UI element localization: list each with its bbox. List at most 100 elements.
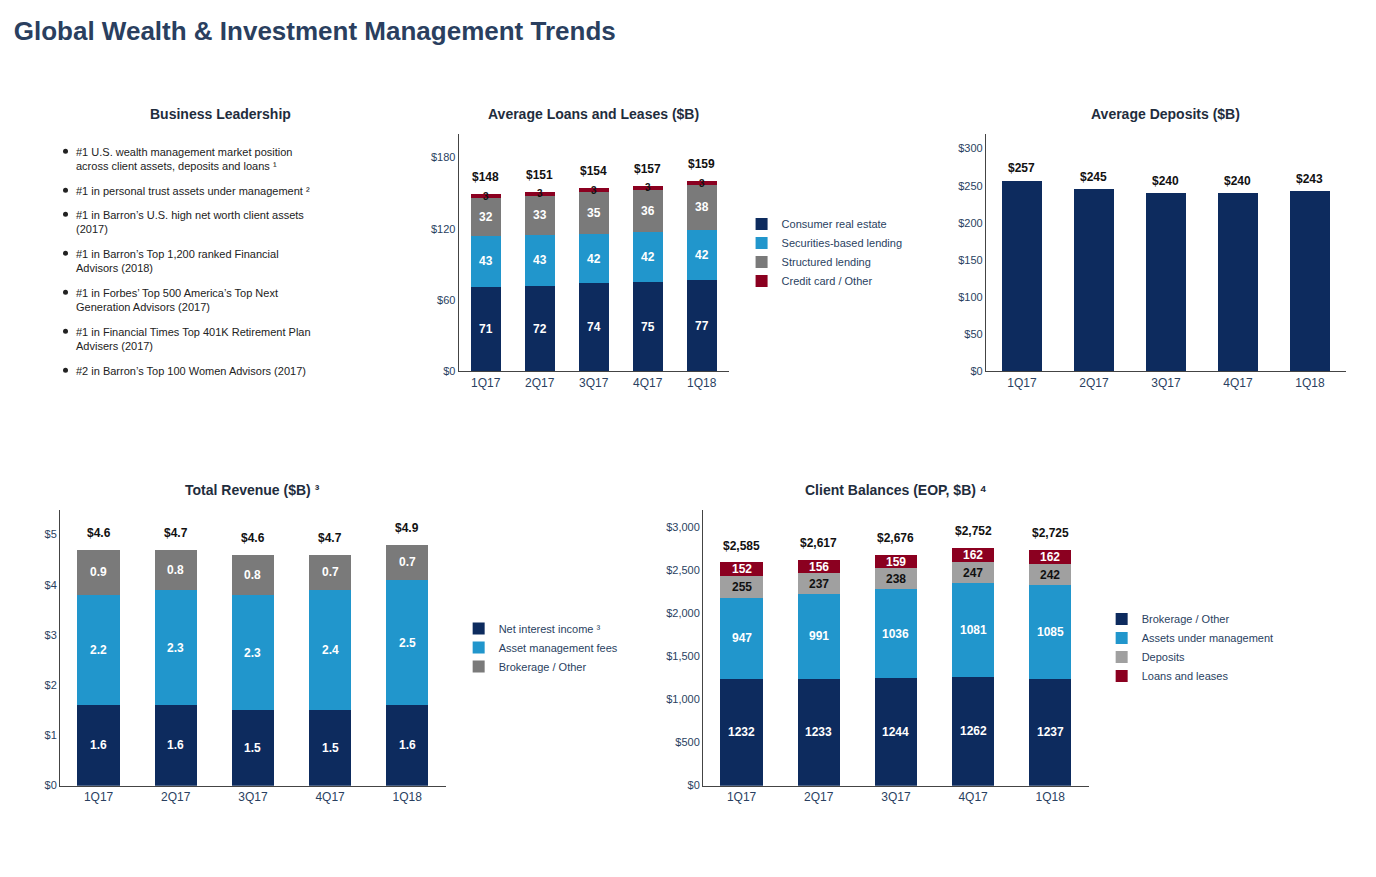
svg-text:1081: 1081: [960, 623, 987, 637]
svg-text:$2: $2: [45, 679, 57, 691]
svg-text:2Q17: 2Q17: [804, 790, 834, 804]
svg-text:0.7: 0.7: [322, 565, 339, 579]
svg-text:$2,752: $2,752: [955, 524, 992, 538]
svg-text:$50: $50: [964, 328, 982, 340]
svg-text:2.2: 2.2: [90, 643, 107, 657]
svg-text:Securities-based lending: Securities-based lending: [782, 237, 902, 249]
svg-text:42: 42: [695, 248, 709, 262]
svg-text:1.5: 1.5: [244, 741, 261, 755]
svg-text:#1 U.S. wealth management mark: #1 U.S. wealth management market positio…: [76, 146, 292, 172]
svg-text:$4.6: $4.6: [87, 526, 111, 540]
svg-text:2Q17: 2Q17: [525, 376, 555, 390]
svg-text:2.3: 2.3: [244, 646, 261, 660]
svg-text:1Q18: 1Q18: [1295, 376, 1325, 390]
svg-text:1Q18: 1Q18: [393, 790, 423, 804]
svg-text:2.4: 2.4: [322, 643, 339, 657]
svg-text:159: 159: [886, 555, 906, 569]
svg-text:$250: $250: [958, 180, 982, 192]
svg-text:Asset management fees: Asset management fees: [499, 642, 618, 654]
svg-text:3: 3: [699, 178, 705, 189]
svg-text:237: 237: [809, 577, 829, 591]
svg-text:$2,725: $2,725: [1032, 526, 1069, 540]
svg-text:#1 in personal trust assets un: #1 in personal trust assets under manage…: [76, 185, 310, 197]
svg-text:2.3: 2.3: [167, 641, 184, 655]
svg-text:1.6: 1.6: [399, 738, 416, 752]
svg-text:2Q17: 2Q17: [161, 790, 191, 804]
svg-text:32: 32: [479, 210, 493, 224]
svg-text:1Q17: 1Q17: [471, 376, 501, 390]
svg-text:0.9: 0.9: [90, 565, 107, 579]
svg-text:1085: 1085: [1037, 625, 1064, 639]
svg-text:4Q17: 4Q17: [958, 790, 988, 804]
svg-text:1Q17: 1Q17: [84, 790, 114, 804]
svg-text:0.8: 0.8: [167, 563, 184, 577]
svg-text:36: 36: [641, 204, 655, 218]
svg-text:Net interest income ³: Net interest income ³: [499, 623, 601, 635]
svg-text:$0: $0: [688, 779, 700, 791]
svg-text:1.5: 1.5: [322, 741, 339, 755]
svg-text:$200: $200: [958, 217, 982, 229]
svg-text:1.6: 1.6: [90, 738, 107, 752]
svg-text:$4.7: $4.7: [164, 526, 188, 540]
svg-text:77: 77: [695, 319, 709, 333]
svg-text:$0: $0: [443, 365, 455, 377]
svg-text:$0: $0: [45, 779, 57, 791]
svg-text:$257: $257: [1008, 161, 1035, 175]
svg-text:#1 in Financial Times Top 401K: #1 in Financial Times Top 401K Retiremen…: [76, 326, 311, 352]
svg-text:$2,500: $2,500: [666, 564, 700, 576]
svg-text:162: 162: [963, 548, 983, 562]
svg-text:$159: $159: [688, 157, 715, 171]
svg-text:$120: $120: [431, 223, 455, 235]
svg-text:238: 238: [886, 572, 906, 586]
svg-text:$240: $240: [1152, 174, 1179, 188]
svg-text:4Q17: 4Q17: [1223, 376, 1253, 390]
svg-text:#1 in Barron’s Top 1,200 ranke: #1 in Barron’s Top 1,200 ranked Financia…: [76, 248, 279, 274]
svg-text:2Q17: 2Q17: [1079, 376, 1109, 390]
svg-text:1262: 1262: [960, 724, 987, 738]
svg-text:947: 947: [732, 631, 752, 645]
svg-text:1036: 1036: [882, 627, 909, 641]
svg-text:42: 42: [641, 250, 655, 264]
svg-text:991: 991: [809, 629, 829, 643]
svg-text:1.6: 1.6: [167, 738, 184, 752]
svg-text:Average Loans and Leases ($B): Average Loans and Leases ($B): [488, 106, 699, 122]
svg-text:$1,000: $1,000: [666, 693, 700, 705]
svg-text:$0: $0: [970, 365, 982, 377]
svg-text:1Q18: 1Q18: [687, 376, 717, 390]
svg-text:#2 in Barron’s Top 100 Women A: #2 in Barron’s Top 100 Women Advisors (2…: [76, 365, 306, 377]
svg-text:Client Balances (EOP, $B) ⁴: Client Balances (EOP, $B) ⁴: [805, 482, 987, 498]
svg-text:#1 in Barron’s U.S. high net w: #1 in Barron’s U.S. high net worth clien…: [76, 209, 304, 235]
svg-text:$1,500: $1,500: [666, 650, 700, 662]
svg-text:162: 162: [1040, 550, 1060, 564]
svg-text:$154: $154: [580, 164, 607, 178]
svg-text:$151: $151: [526, 168, 553, 182]
svg-text:$157: $157: [634, 162, 661, 176]
svg-text:$150: $150: [958, 254, 982, 266]
svg-text:71: 71: [479, 322, 493, 336]
svg-text:247: 247: [963, 566, 983, 580]
svg-text:156: 156: [809, 560, 829, 574]
svg-text:$180: $180: [431, 151, 455, 163]
svg-text:$4.9: $4.9: [395, 521, 419, 535]
svg-text:255: 255: [732, 580, 752, 594]
svg-text:$3,000: $3,000: [666, 521, 700, 533]
svg-text:1237: 1237: [1037, 725, 1064, 739]
svg-text:1233: 1233: [805, 725, 832, 739]
svg-text:1232: 1232: [728, 725, 755, 739]
svg-text:$60: $60: [437, 294, 455, 306]
svg-text:4Q17: 4Q17: [315, 790, 345, 804]
svg-text:Structured lending: Structured lending: [782, 256, 871, 268]
svg-text:Business Leadership: Business Leadership: [150, 106, 291, 122]
svg-text:$243: $243: [1296, 172, 1323, 186]
svg-text:Global Wealth & Investment Man: Global Wealth & Investment Management Tr…: [14, 16, 616, 46]
svg-text:72: 72: [533, 322, 547, 336]
svg-text:43: 43: [479, 254, 493, 268]
svg-text:#1 in Forbes’ Top 500 America’: #1 in Forbes’ Top 500 America’s Top Next…: [76, 287, 278, 313]
svg-text:3Q17: 3Q17: [579, 376, 609, 390]
svg-text:$5: $5: [45, 528, 57, 540]
svg-text:$4.6: $4.6: [241, 531, 265, 545]
svg-text:Brokerage / Other: Brokerage / Other: [499, 661, 587, 673]
svg-text:Deposits: Deposits: [1142, 651, 1185, 663]
svg-text:$500: $500: [675, 736, 699, 748]
svg-text:74: 74: [587, 320, 601, 334]
